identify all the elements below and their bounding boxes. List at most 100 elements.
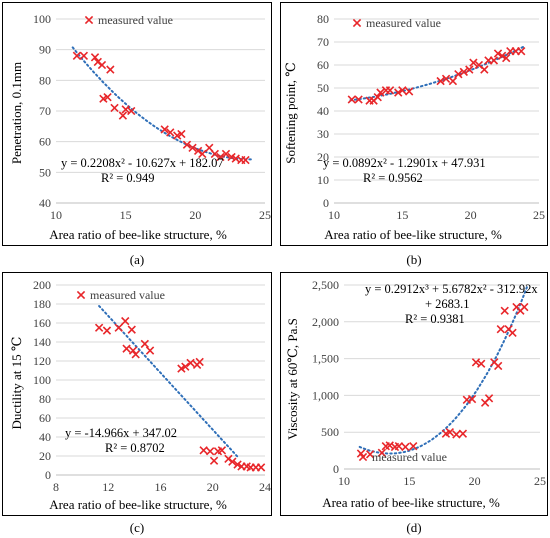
data-point bbox=[502, 53, 511, 63]
x-tick-label: 20 bbox=[189, 208, 201, 222]
marker-stroke bbox=[140, 339, 149, 349]
data-point bbox=[106, 65, 115, 74]
y-tick-label: 80 bbox=[39, 73, 51, 87]
marker-stroke bbox=[72, 51, 82, 60]
marker-stroke bbox=[500, 306, 509, 315]
y-tick-label: 120 bbox=[33, 354, 51, 368]
data-point bbox=[181, 362, 190, 371]
data-point bbox=[122, 344, 131, 353]
data-point bbox=[459, 67, 468, 77]
data-point bbox=[110, 103, 119, 113]
marker-stroke bbox=[233, 460, 242, 469]
data-point bbox=[409, 442, 418, 451]
marker-stroke bbox=[209, 456, 219, 465]
marker-stroke bbox=[484, 394, 494, 403]
marker-stroke bbox=[242, 462, 251, 471]
data-point bbox=[365, 450, 375, 459]
data-point bbox=[127, 106, 136, 116]
data-point bbox=[500, 306, 509, 315]
data-point bbox=[256, 463, 266, 472]
y-tick-label: 30 bbox=[317, 127, 329, 141]
data-point bbox=[454, 70, 463, 79]
data-point bbox=[354, 95, 363, 104]
marker-stroke bbox=[177, 129, 186, 139]
data-point bbox=[217, 446, 227, 455]
legend: measured value bbox=[352, 16, 441, 30]
marker-stroke bbox=[398, 86, 407, 95]
marker-stroke bbox=[97, 60, 107, 70]
marker-stroke bbox=[121, 316, 130, 326]
y-tick-label: 100 bbox=[33, 373, 51, 387]
data-point bbox=[448, 76, 458, 86]
data-point bbox=[484, 394, 494, 403]
data-point bbox=[493, 49, 503, 58]
data-point bbox=[209, 456, 219, 465]
legend-marker bbox=[358, 452, 368, 462]
data-point bbox=[398, 86, 407, 95]
marker-stroke bbox=[114, 323, 123, 332]
y-tick-label: 40 bbox=[39, 196, 51, 210]
data-point bbox=[90, 53, 100, 62]
x-tick-label: 20 bbox=[465, 208, 477, 222]
y-tick-label: 1,500 bbox=[312, 352, 339, 366]
y-tick-label: 40 bbox=[317, 104, 329, 118]
data-point bbox=[477, 359, 486, 368]
marker-stroke bbox=[493, 49, 503, 58]
data-point bbox=[489, 56, 499, 65]
x-tick-label: 15 bbox=[120, 208, 132, 222]
marker-stroke bbox=[216, 152, 225, 162]
y-tick-label: 50 bbox=[317, 81, 329, 95]
trend-equation: R² = 0.9562 bbox=[363, 171, 423, 185]
marker-stroke bbox=[452, 430, 461, 439]
marker-stroke bbox=[76, 290, 86, 300]
marker-stroke bbox=[110, 103, 119, 113]
marker-stroke bbox=[508, 328, 517, 338]
legend-marker bbox=[84, 15, 94, 25]
marker-stroke bbox=[79, 51, 89, 60]
trend-equation: y = 0.0892x² - 1.2901x + 47.931 bbox=[323, 156, 486, 170]
data-point bbox=[228, 457, 237, 466]
x-tick-label: 24 bbox=[259, 480, 271, 494]
legend-label: measured value bbox=[90, 288, 165, 302]
trendline bbox=[98, 305, 240, 460]
data-point bbox=[520, 302, 529, 312]
y-axis-label: Ductility at 15 ℃ bbox=[9, 337, 24, 430]
marker-stroke bbox=[256, 463, 266, 472]
marker-stroke bbox=[502, 53, 511, 63]
marker-stroke bbox=[182, 140, 192, 149]
chart-frame: 0 20 40 60 80 100 120 140 160 180 200 8 12 16 20 24 meas… bbox=[2, 272, 272, 516]
data-point bbox=[347, 95, 356, 104]
x-tick-label: 10 bbox=[328, 208, 340, 222]
marker-stroke bbox=[106, 65, 115, 74]
y-tick-label: 40 bbox=[39, 430, 51, 444]
trend-equation: R² = 0.949 bbox=[101, 171, 155, 185]
marker-stroke bbox=[445, 428, 455, 437]
chart-caption: (c) bbox=[129, 520, 145, 535]
marker-stroke bbox=[186, 358, 195, 368]
chart-d: 0 500 1,000 1,500 2,000 2,500 10 15 20 25 measured… bbox=[285, 278, 546, 510]
x-tick-label: 25 bbox=[259, 208, 271, 222]
data-point bbox=[373, 93, 382, 102]
x-axis-label: Area ratio of bee-like structure, % bbox=[322, 495, 500, 510]
y-tick-label: 2,000 bbox=[312, 315, 339, 329]
x-tick-label: 10 bbox=[338, 474, 350, 488]
data-point bbox=[458, 429, 468, 438]
marker-stroke bbox=[94, 323, 104, 332]
marker-stroke bbox=[477, 359, 486, 368]
data-point bbox=[102, 326, 112, 335]
chart-frame: 0 500 1,000 1,500 2,000 2,500 10 15 20 25 measured… bbox=[280, 272, 548, 516]
marker-stroke bbox=[205, 447, 215, 456]
data-point bbox=[205, 447, 215, 456]
legend: measured value bbox=[358, 450, 447, 464]
y-tick-label: 0 bbox=[333, 462, 339, 476]
marker-stroke bbox=[409, 442, 418, 451]
y-tick-label: 1,000 bbox=[312, 388, 339, 402]
y-tick-label: 160 bbox=[33, 316, 51, 330]
marker-stroke bbox=[103, 93, 112, 102]
marker-stroke bbox=[193, 146, 203, 156]
data-point bbox=[394, 88, 403, 97]
data-point bbox=[496, 324, 505, 334]
y-tick-label: 50 bbox=[39, 165, 51, 179]
marker-stroke bbox=[166, 128, 175, 137]
x-axis-label: Area ratio of bee-like structure, % bbox=[324, 227, 502, 242]
